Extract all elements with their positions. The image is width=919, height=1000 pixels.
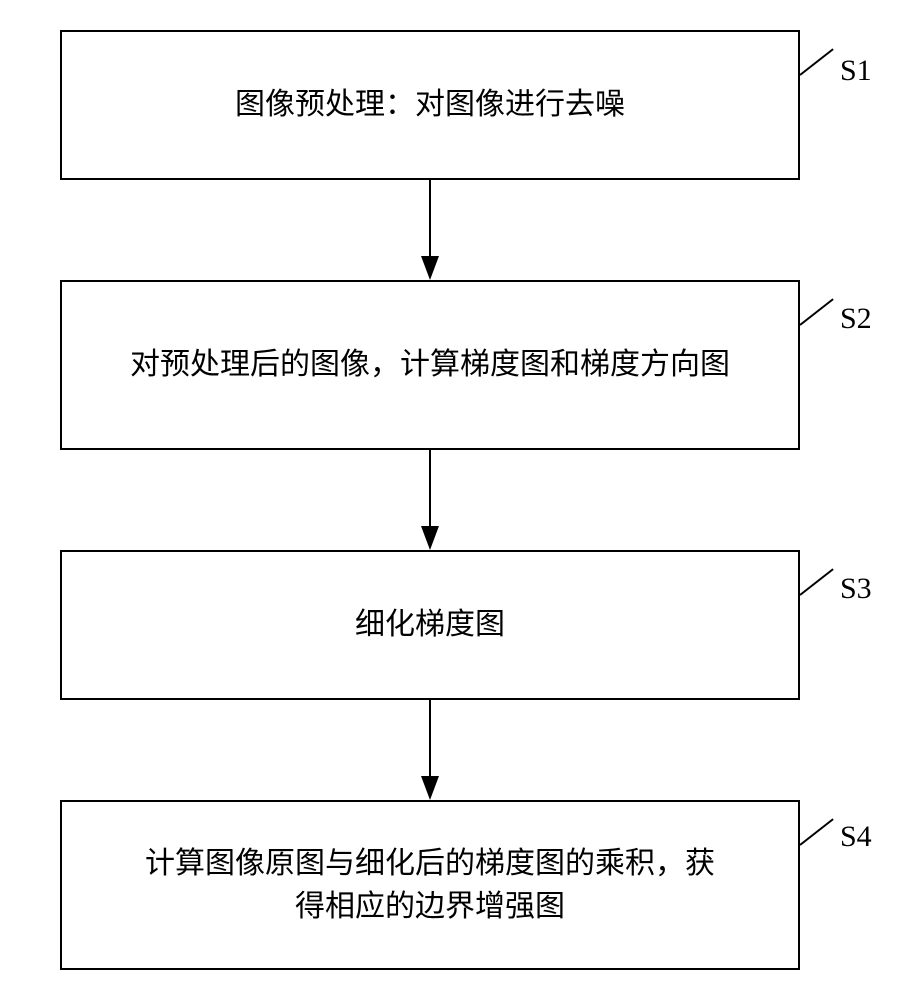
arrow-s2-s3 <box>410 450 450 550</box>
step-label-s1: S1 <box>840 54 872 88</box>
flow-node-s4: 计算图像原图与细化后的梯度图的乘积，获 得相应的边界增强图 <box>60 800 800 970</box>
step-label-s3: S3 <box>840 572 872 606</box>
step-tick-s3 <box>799 568 833 595</box>
flow-node-s3: 细化梯度图 <box>60 550 800 700</box>
flow-node-text-s3: 细化梯度图 <box>355 603 505 647</box>
flow-node-s1: 图像预处理：对图像进行去噪 <box>60 30 800 180</box>
flow-node-s2: 对预处理后的图像，计算梯度图和梯度方向图 <box>60 280 800 450</box>
step-label-s2: S2 <box>840 302 872 336</box>
flow-node-text-s1: 图像预处理：对图像进行去噪 <box>235 83 625 127</box>
step-tick-s4 <box>799 818 833 845</box>
arrow-s3-s4 <box>410 700 450 800</box>
flow-node-text-s2: 对预处理后的图像，计算梯度图和梯度方向图 <box>130 343 730 387</box>
step-label-s4: S4 <box>840 820 872 854</box>
step-tick-s2 <box>799 298 833 325</box>
step-tick-s1 <box>799 48 833 75</box>
arrow-s1-s2 <box>410 180 450 280</box>
flowchart-canvas: 图像预处理：对图像进行去噪 S1 对预处理后的图像，计算梯度图和梯度方向图 S2 细化梯… <box>0 0 919 1000</box>
flow-node-text-s4: 计算图像原图与细化后的梯度图的乘积，获 得相应的边界增强图 <box>145 842 715 929</box>
